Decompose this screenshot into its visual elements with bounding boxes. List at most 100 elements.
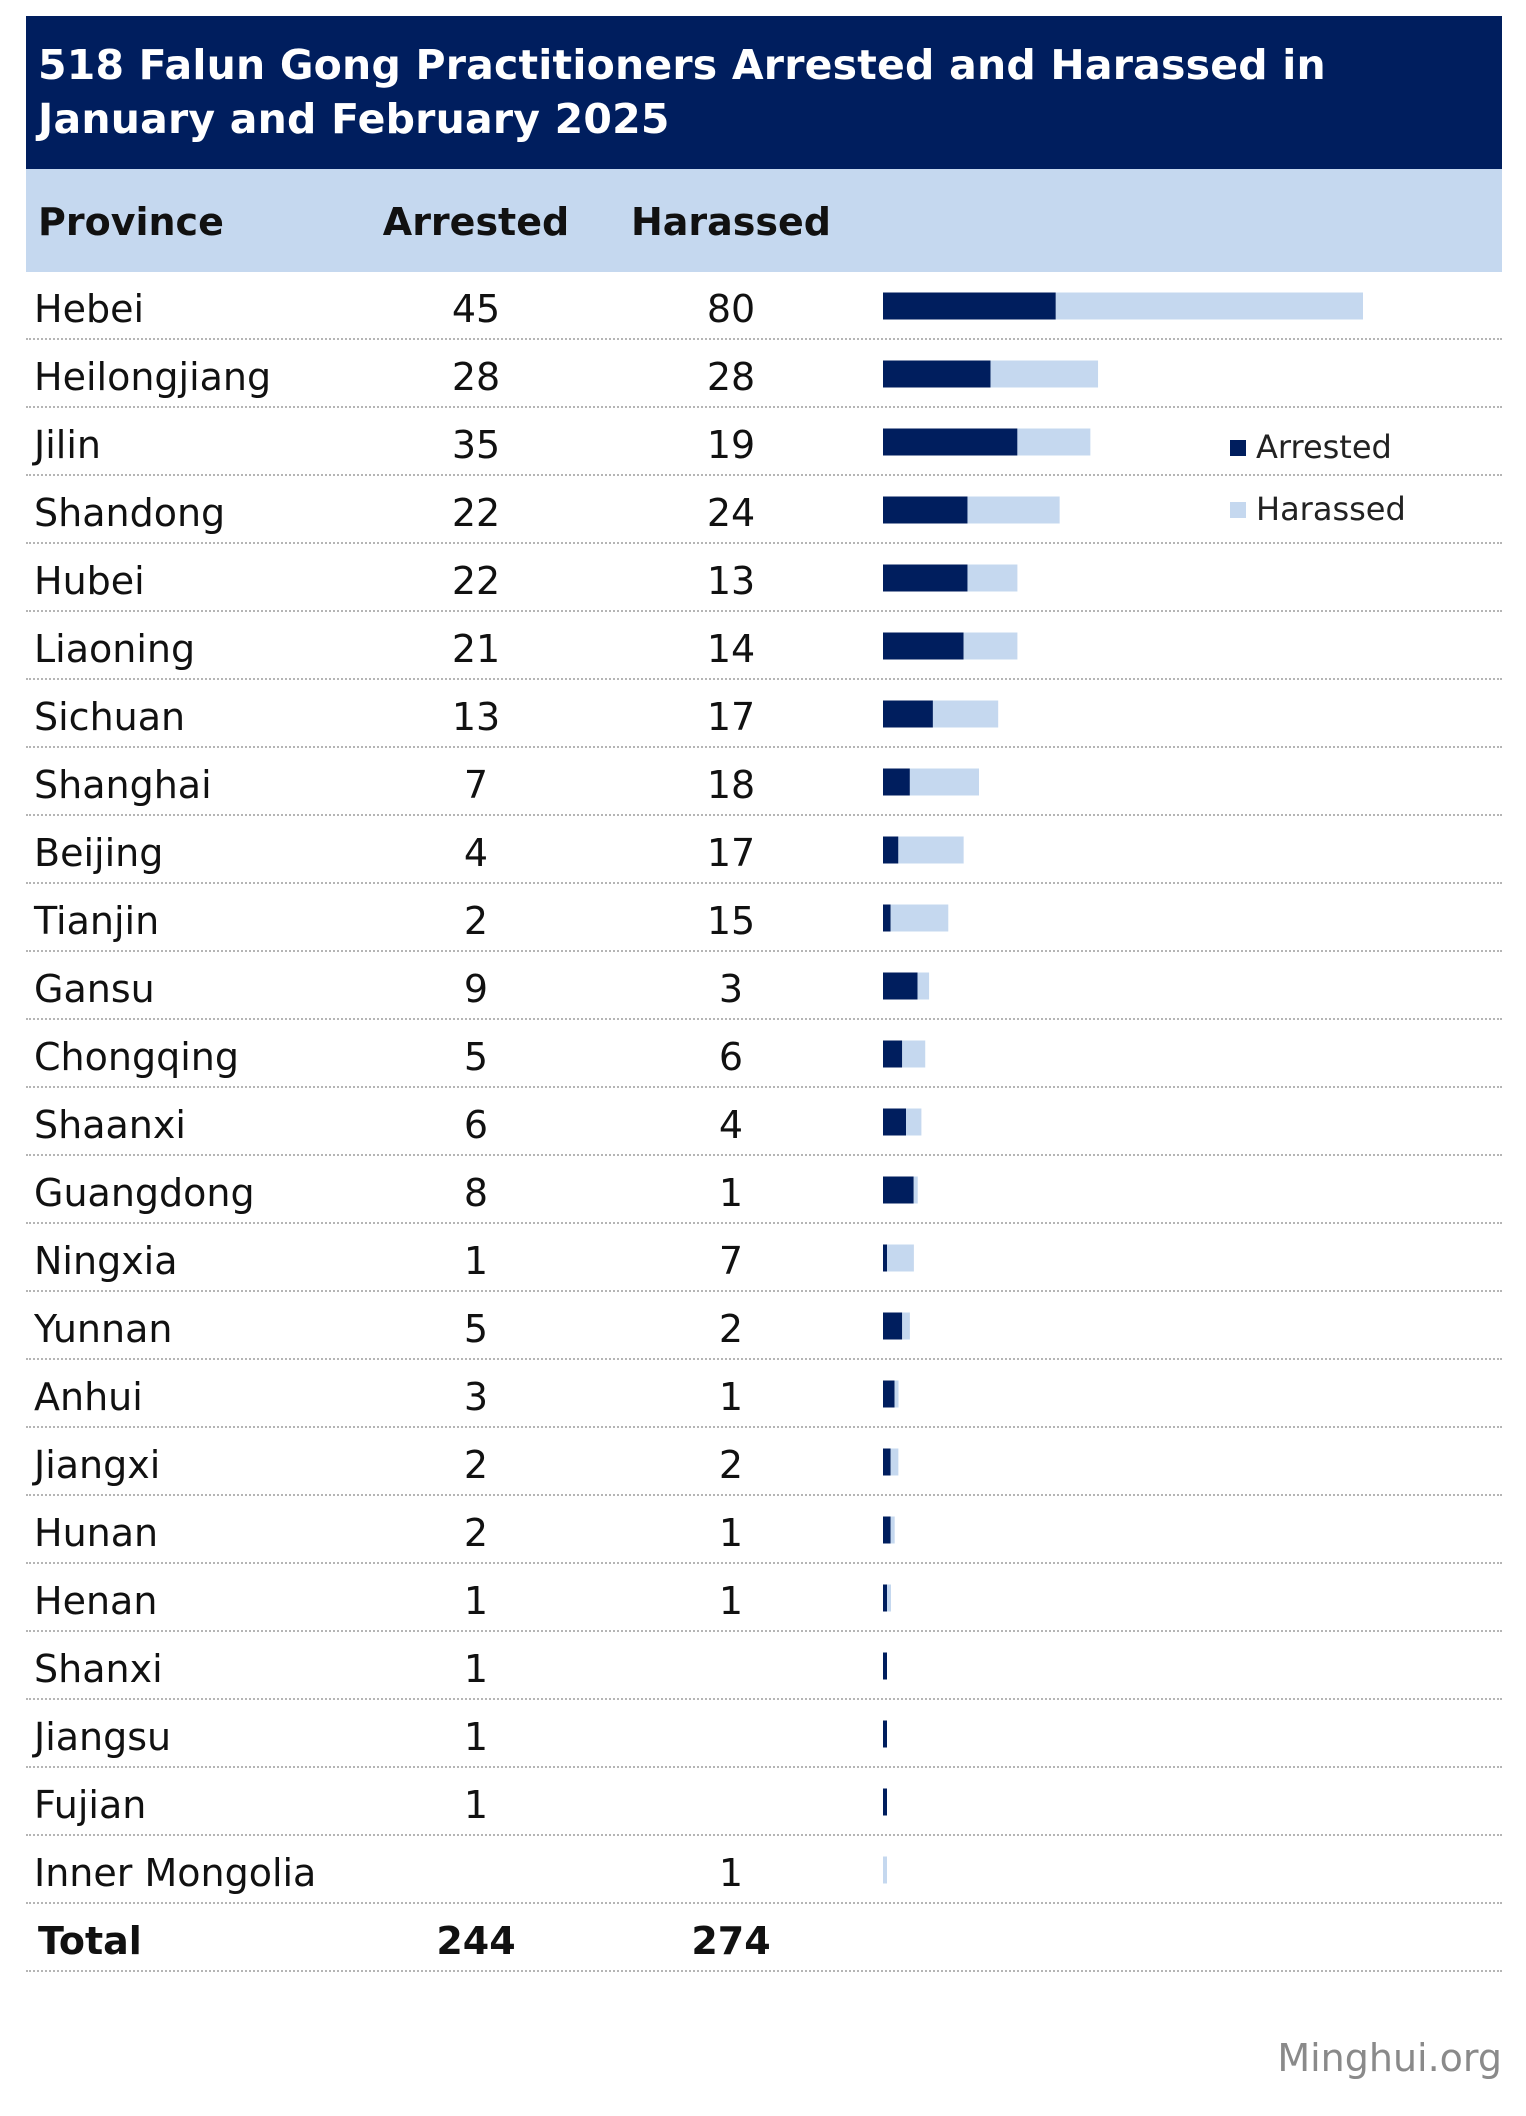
harassed-column-header: Harassed: [630, 200, 832, 244]
arrested-count: 4: [463, 831, 489, 875]
table-row: Tianjin 2 15: [26, 884, 1502, 952]
table-row: Shanghai 7 18: [26, 748, 1502, 816]
arrested-count: 1: [463, 1647, 489, 1691]
bar-arrested-gansu: [883, 972, 918, 1000]
arrested-count: 2: [463, 1443, 489, 1487]
table-row: Henan 1 1: [26, 1564, 1502, 1632]
harassed-count: 1: [718, 1375, 744, 1419]
table-row: Ningxia 1 7: [26, 1224, 1502, 1292]
total-harassed: 274: [691, 1919, 771, 1963]
harassed-count: 2: [718, 1307, 744, 1351]
province-name: Hunan: [34, 1511, 159, 1555]
bar-arrested-yunnan: [883, 1312, 903, 1340]
bar-arrested-heilongjiang: [883, 360, 991, 388]
table-row: Hunan 2 1: [26, 1496, 1502, 1564]
table-row: Chongqing 5 6: [26, 1020, 1502, 1088]
legend-label-harassed: Harassed: [1256, 490, 1406, 528]
bar-arrested-liaoning: [883, 632, 964, 660]
arrested-count: 1: [463, 1715, 489, 1759]
province-name: Liaoning: [34, 627, 196, 671]
arrested-count: 45: [451, 287, 501, 331]
bar-harassed-sichuan: [932, 700, 999, 728]
bar-harassed-shaanxi: [906, 1108, 922, 1136]
table-row: Jiangxi 2 2: [26, 1428, 1502, 1496]
table-row: Hubei 22 13: [26, 544, 1502, 612]
table-row: Guangdong 8 1: [26, 1156, 1502, 1224]
table-row: Hebei 45 80: [26, 272, 1502, 340]
bar-harassed-hebei: [1055, 292, 1363, 320]
province-name: Hubei: [34, 559, 145, 603]
province-name: Inner Mongolia: [34, 1851, 317, 1895]
province-name: Heilongjiang: [34, 355, 272, 399]
bar-harassed-shanghai: [909, 768, 979, 796]
bar-harassed-liaoning: [963, 632, 1018, 660]
harassed-count: 15: [706, 899, 756, 943]
arrested-count: 1: [463, 1783, 489, 1827]
table-row: Liaoning 21 14: [26, 612, 1502, 680]
bar-harassed-henan: [887, 1584, 891, 1612]
bar-harassed-jiangxi: [890, 1448, 899, 1476]
bar-harassed-tianjin: [890, 904, 949, 932]
province-name: Ningxia: [34, 1239, 178, 1283]
arrested-count: 1: [463, 1579, 489, 1623]
table-row: Beijing 4 17: [26, 816, 1502, 884]
harassed-count: 3: [718, 967, 744, 1011]
chart-title: 518 Falun Gong Practitioners Arrested an…: [38, 41, 1326, 143]
table-row: Shandong 22 24: [26, 476, 1502, 544]
total-row: Total 244 274: [26, 1904, 1502, 1972]
province-name: Shanxi: [34, 1647, 163, 1691]
harassed-count: 1: [718, 1851, 744, 1895]
bar-arrested-henan: [883, 1584, 887, 1612]
total-arrested: 244: [436, 1919, 516, 1963]
province-name: Sichuan: [34, 695, 186, 739]
bar-harassed-beijing: [898, 836, 964, 864]
legend-swatch-arrested: [1230, 440, 1246, 456]
bar-arrested-ningxia: [883, 1244, 887, 1272]
bar-harassed-heilongjiang: [990, 360, 1099, 388]
province-column-header: Province: [38, 200, 224, 244]
arrested-count: 1: [463, 1239, 489, 1283]
bar-arrested-beijing: [883, 836, 899, 864]
arrested-count: 5: [463, 1035, 489, 1079]
arrested-count: 8: [463, 1171, 489, 1215]
harassed-count: 1: [718, 1171, 744, 1215]
province-name: Guangdong: [34, 1171, 255, 1215]
table-row: Shaanxi 6 4: [26, 1088, 1502, 1156]
province-name: Beijing: [34, 831, 164, 875]
bar-arrested-shanghai: [883, 768, 910, 796]
bar-arrested-jiangxi: [883, 1448, 891, 1476]
province-name: Gansu: [34, 967, 155, 1011]
table-row: Gansu 9 3: [26, 952, 1502, 1020]
table-row: Inner Mongolia 1: [26, 1836, 1502, 1904]
bar-harassed-yunnan: [902, 1312, 910, 1340]
table-row: Jiangsu 1: [26, 1700, 1502, 1768]
source-credit: Minghui.org: [1277, 2036, 1502, 2080]
bar-harassed-gansu: [917, 972, 930, 1000]
table-row: Yunnan 5 2: [26, 1292, 1502, 1360]
province-name: Chongqing: [34, 1035, 239, 1079]
bar-harassed-jilin: [1017, 428, 1091, 456]
bar-harassed-chongqing: [902, 1040, 926, 1068]
table-row: Heilongjiang 28 28: [26, 340, 1502, 408]
arrested-count: 5: [463, 1307, 489, 1351]
title-band: 518 Falun Gong Practitioners Arrested an…: [26, 16, 1502, 169]
bar-arrested-tianjin: [883, 904, 891, 932]
province-name: Fujian: [34, 1783, 147, 1827]
bar-harassed-ningxia: [887, 1244, 914, 1272]
arrested-count: 35: [451, 423, 501, 467]
harassed-count: 6: [718, 1035, 744, 1079]
bar-arrested-fujian: [883, 1788, 887, 1816]
bar-arrested-hebei: [883, 292, 1056, 320]
province-name: Henan: [34, 1579, 158, 1623]
province-name: Jiangxi: [34, 1443, 161, 1487]
bar-arrested-guangdong: [883, 1176, 914, 1204]
harassed-count: 1: [718, 1579, 744, 1623]
table-row: Fujian 1: [26, 1768, 1502, 1836]
harassed-count: 7: [718, 1239, 744, 1283]
bar-harassed-shandong: [967, 496, 1060, 524]
province-name: Shaanxi: [34, 1103, 186, 1147]
province-name: Yunnan: [34, 1307, 173, 1351]
arrested-count: 22: [451, 559, 501, 603]
arrested-column-header: Arrested: [382, 200, 570, 244]
